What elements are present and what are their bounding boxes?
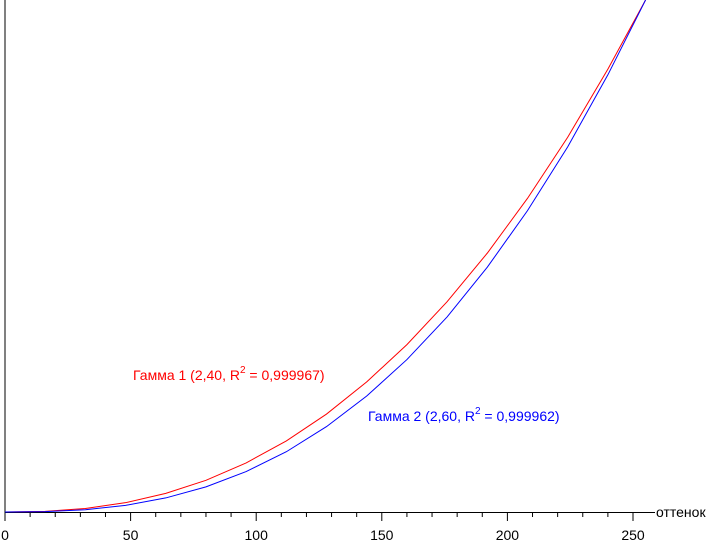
x-tick-label: 50 [123, 527, 139, 541]
series-label-sup: 2 [475, 406, 481, 417]
series-label-tail: = 0,999967) [246, 367, 325, 383]
x-tick-label: 150 [370, 527, 394, 541]
x-axis-label: оттенок [656, 504, 706, 520]
series-label-text: Гамма 2 (2,60, R [368, 408, 475, 424]
x-tick-label: 200 [496, 527, 520, 541]
x-tick-label: 100 [245, 527, 269, 541]
gamma-curve [4, 0, 646, 513]
series-label-tail: = 0,999962) [481, 408, 560, 424]
gamma-curve [4, 0, 647, 513]
series-label: Гамма 2 (2,60, R2 = 0,999962) [368, 406, 560, 424]
series-label: Гамма 1 (2,40, R2 = 0,999967) [133, 365, 325, 383]
series-label-sup: 2 [240, 365, 246, 376]
series-label-text: Гамма 1 (2,40, R [133, 367, 240, 383]
x-tick-label: 0 [1, 527, 9, 541]
x-tick-label: 250 [621, 527, 645, 541]
